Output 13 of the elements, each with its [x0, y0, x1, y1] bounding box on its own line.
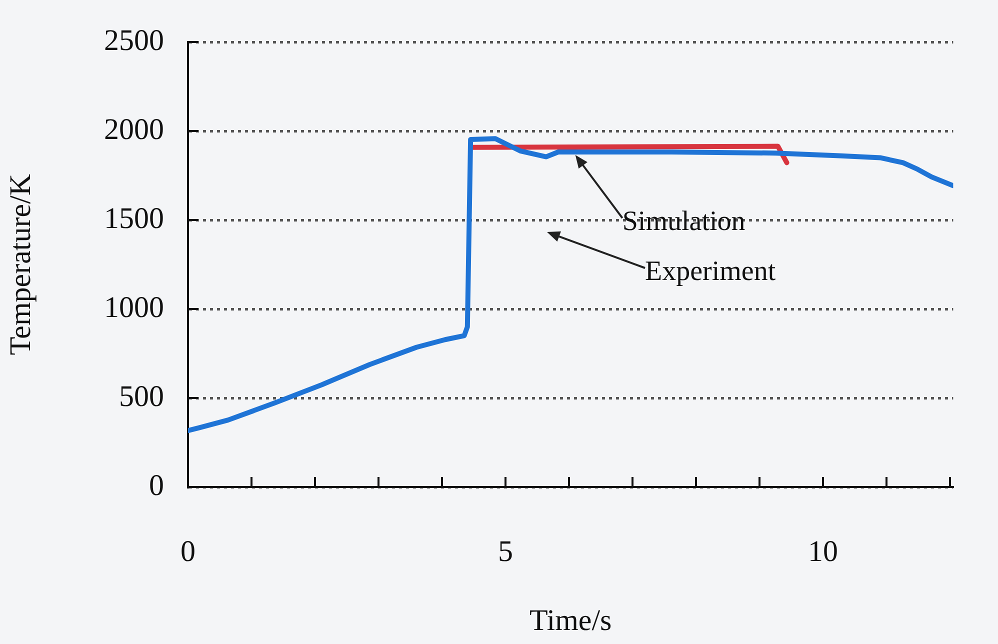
y-axis-title: Temperature/K: [4, 174, 37, 356]
y-tick-label: 1000: [104, 290, 164, 324]
x-axis-title: Time/s: [529, 604, 612, 637]
x-tick-label: 10: [808, 534, 838, 568]
x-tick-label: 5: [498, 534, 513, 568]
y-tick-label: 0: [149, 468, 164, 502]
y-tick-label: 2000: [104, 112, 164, 146]
y-tick-label: 1500: [104, 202, 164, 235]
annotation: Experiment: [645, 256, 776, 287]
y-tick-label: 2500: [104, 24, 164, 57]
annotation: Simulation: [622, 206, 746, 238]
y-tick-label: 500: [119, 380, 164, 413]
x-tick-label: 0: [180, 534, 196, 568]
